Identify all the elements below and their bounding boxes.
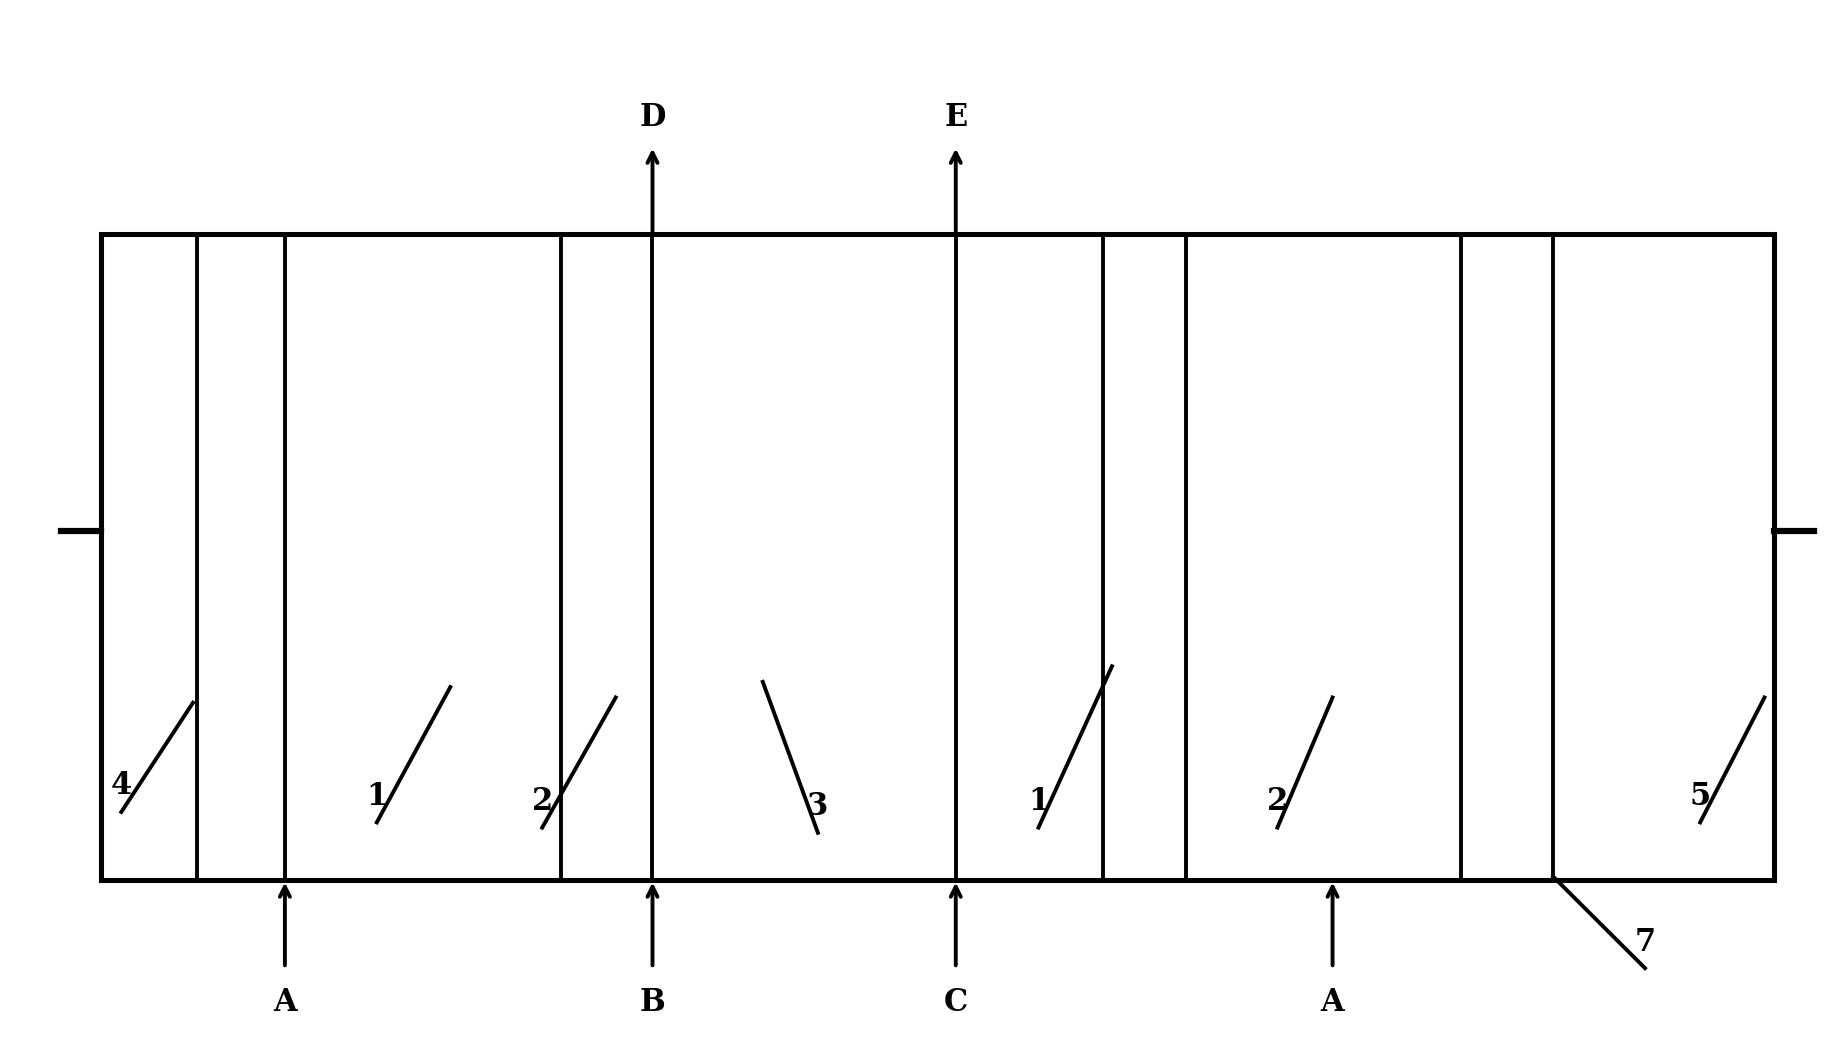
Text: 4: 4 (110, 770, 132, 802)
Text: 7: 7 (1634, 926, 1656, 958)
Text: A: A (1322, 987, 1344, 1018)
Text: 1: 1 (1027, 786, 1049, 817)
Text: E: E (945, 102, 967, 133)
Text: 2: 2 (1266, 786, 1288, 817)
Text: C: C (943, 987, 969, 1018)
Text: A: A (274, 987, 296, 1018)
Text: 3: 3 (807, 791, 829, 822)
Text: D: D (640, 102, 665, 133)
Text: 2: 2 (531, 786, 553, 817)
Polygon shape (101, 234, 1774, 880)
Text: 5: 5 (1689, 781, 1711, 812)
Text: B: B (640, 987, 665, 1018)
Text: 1: 1 (366, 781, 388, 812)
